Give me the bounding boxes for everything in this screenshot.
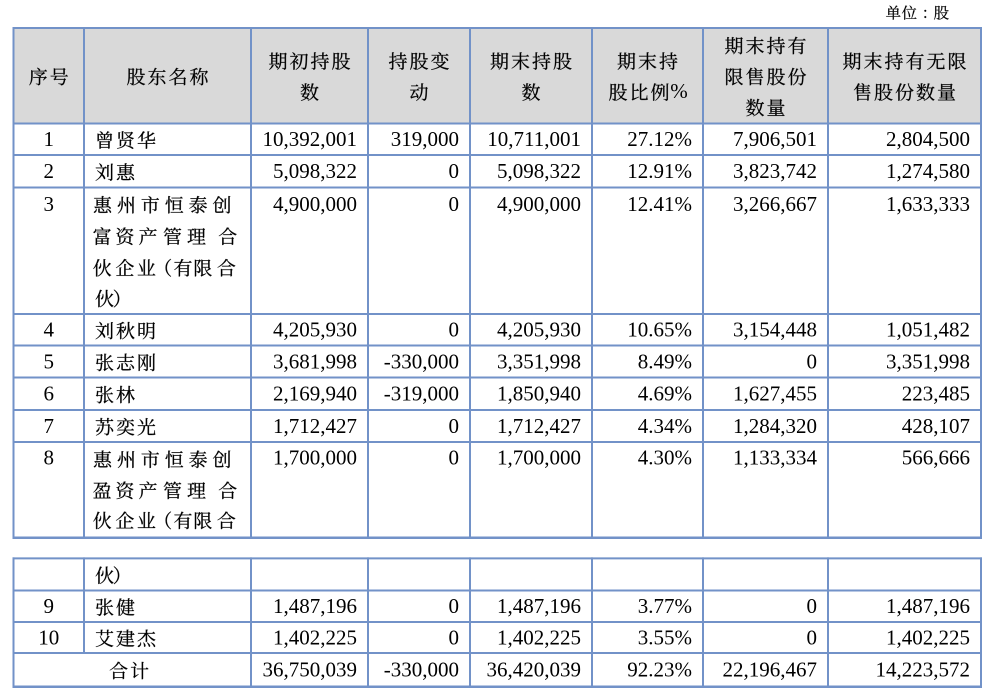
svg-text:4.30%: 4.30% bbox=[638, 446, 692, 470]
svg-text:1,712,427: 1,712,427 bbox=[497, 414, 581, 438]
svg-text:1,700,000: 1,700,000 bbox=[497, 446, 581, 470]
svg-text:36,750,039: 36,750,039 bbox=[263, 658, 358, 682]
svg-text:9: 9 bbox=[44, 594, 55, 618]
svg-text:22,196,467: 22,196,467 bbox=[723, 658, 818, 682]
svg-text:3.55%: 3.55% bbox=[638, 625, 692, 649]
svg-text:0: 0 bbox=[449, 625, 460, 649]
svg-text:1: 1 bbox=[44, 127, 55, 151]
svg-text:0: 0 bbox=[449, 192, 460, 216]
svg-text:566,666: 566,666 bbox=[902, 446, 970, 470]
svg-text:3,351,998: 3,351,998 bbox=[886, 349, 970, 373]
svg-text:-330,000: -330,000 bbox=[384, 349, 459, 373]
svg-text:3,266,667: 3,266,667 bbox=[733, 192, 817, 216]
svg-text:5,098,322: 5,098,322 bbox=[497, 159, 581, 183]
svg-text:8: 8 bbox=[44, 446, 55, 470]
svg-text:1,284,320: 1,284,320 bbox=[733, 414, 817, 438]
svg-text:1,627,455: 1,627,455 bbox=[733, 382, 817, 406]
svg-text:4.69%: 4.69% bbox=[638, 382, 692, 406]
svg-text:10,392,001: 10,392,001 bbox=[263, 127, 358, 151]
svg-text:1,487,196: 1,487,196 bbox=[886, 594, 970, 618]
svg-text:0: 0 bbox=[449, 414, 460, 438]
svg-text:1,274,580: 1,274,580 bbox=[886, 159, 970, 183]
svg-text:1,487,196: 1,487,196 bbox=[497, 594, 581, 618]
svg-text:3,154,448: 3,154,448 bbox=[733, 318, 817, 342]
svg-text:223,485: 223,485 bbox=[902, 382, 970, 406]
svg-text:0: 0 bbox=[449, 594, 460, 618]
svg-text:-330,000: -330,000 bbox=[384, 658, 459, 682]
svg-text:92.23%: 92.23% bbox=[627, 658, 692, 682]
svg-text:1,133,334: 1,133,334 bbox=[733, 446, 818, 470]
svg-text:4,900,000: 4,900,000 bbox=[497, 192, 581, 216]
svg-text:14,223,572: 14,223,572 bbox=[876, 658, 971, 682]
svg-text:8.49%: 8.49% bbox=[638, 349, 692, 373]
svg-text:1,402,225: 1,402,225 bbox=[886, 625, 970, 649]
svg-text:3,681,998: 3,681,998 bbox=[273, 349, 357, 373]
svg-text:2,804,500: 2,804,500 bbox=[886, 127, 970, 151]
svg-text:7,906,501: 7,906,501 bbox=[733, 127, 817, 151]
svg-text:-319,000: -319,000 bbox=[384, 382, 459, 406]
svg-text:0: 0 bbox=[449, 159, 460, 183]
svg-text:1,712,427: 1,712,427 bbox=[273, 414, 357, 438]
svg-text:10: 10 bbox=[38, 625, 59, 649]
svg-text:6: 6 bbox=[44, 382, 55, 406]
svg-text:3.77%: 3.77% bbox=[638, 594, 692, 618]
svg-text:1,402,225: 1,402,225 bbox=[273, 625, 357, 649]
svg-text:10.65%: 10.65% bbox=[627, 318, 692, 342]
svg-text:1,402,225: 1,402,225 bbox=[497, 625, 581, 649]
svg-text:1,633,333: 1,633,333 bbox=[886, 192, 970, 216]
svg-text:5: 5 bbox=[44, 349, 55, 373]
svg-text:7: 7 bbox=[44, 414, 55, 438]
svg-text:1,051,482: 1,051,482 bbox=[886, 318, 970, 342]
svg-text:10,711,001: 10,711,001 bbox=[487, 127, 581, 151]
svg-text:3,823,742: 3,823,742 bbox=[733, 159, 817, 183]
svg-text:428,107: 428,107 bbox=[902, 414, 970, 438]
svg-text:0: 0 bbox=[449, 318, 460, 342]
svg-text:0: 0 bbox=[807, 349, 818, 373]
svg-text:319,000: 319,000 bbox=[391, 127, 459, 151]
svg-text:2: 2 bbox=[44, 159, 55, 183]
svg-text:4,205,930: 4,205,930 bbox=[273, 318, 357, 342]
svg-text:36,420,039: 36,420,039 bbox=[487, 658, 582, 682]
svg-text:4: 4 bbox=[44, 318, 55, 342]
svg-text:5,098,322: 5,098,322 bbox=[273, 159, 357, 183]
svg-text:1,700,000: 1,700,000 bbox=[273, 446, 357, 470]
svg-text:4.34%: 4.34% bbox=[638, 414, 692, 438]
svg-text:0: 0 bbox=[449, 446, 460, 470]
svg-text:4,205,930: 4,205,930 bbox=[497, 318, 581, 342]
svg-text:12.91%: 12.91% bbox=[627, 159, 692, 183]
svg-text:2,169,940: 2,169,940 bbox=[273, 382, 357, 406]
svg-text:%: % bbox=[670, 79, 688, 103]
svg-text:27.12%: 27.12% bbox=[627, 127, 692, 151]
svg-text:3,351,998: 3,351,998 bbox=[497, 349, 581, 373]
svg-text:12.41%: 12.41% bbox=[627, 192, 692, 216]
svg-text:4,900,000: 4,900,000 bbox=[273, 192, 357, 216]
svg-text:3: 3 bbox=[44, 192, 55, 216]
svg-text:0: 0 bbox=[807, 625, 818, 649]
svg-text:1,487,196: 1,487,196 bbox=[273, 594, 357, 618]
svg-text:1,850,940: 1,850,940 bbox=[497, 382, 581, 406]
svg-text:0: 0 bbox=[807, 594, 818, 618]
